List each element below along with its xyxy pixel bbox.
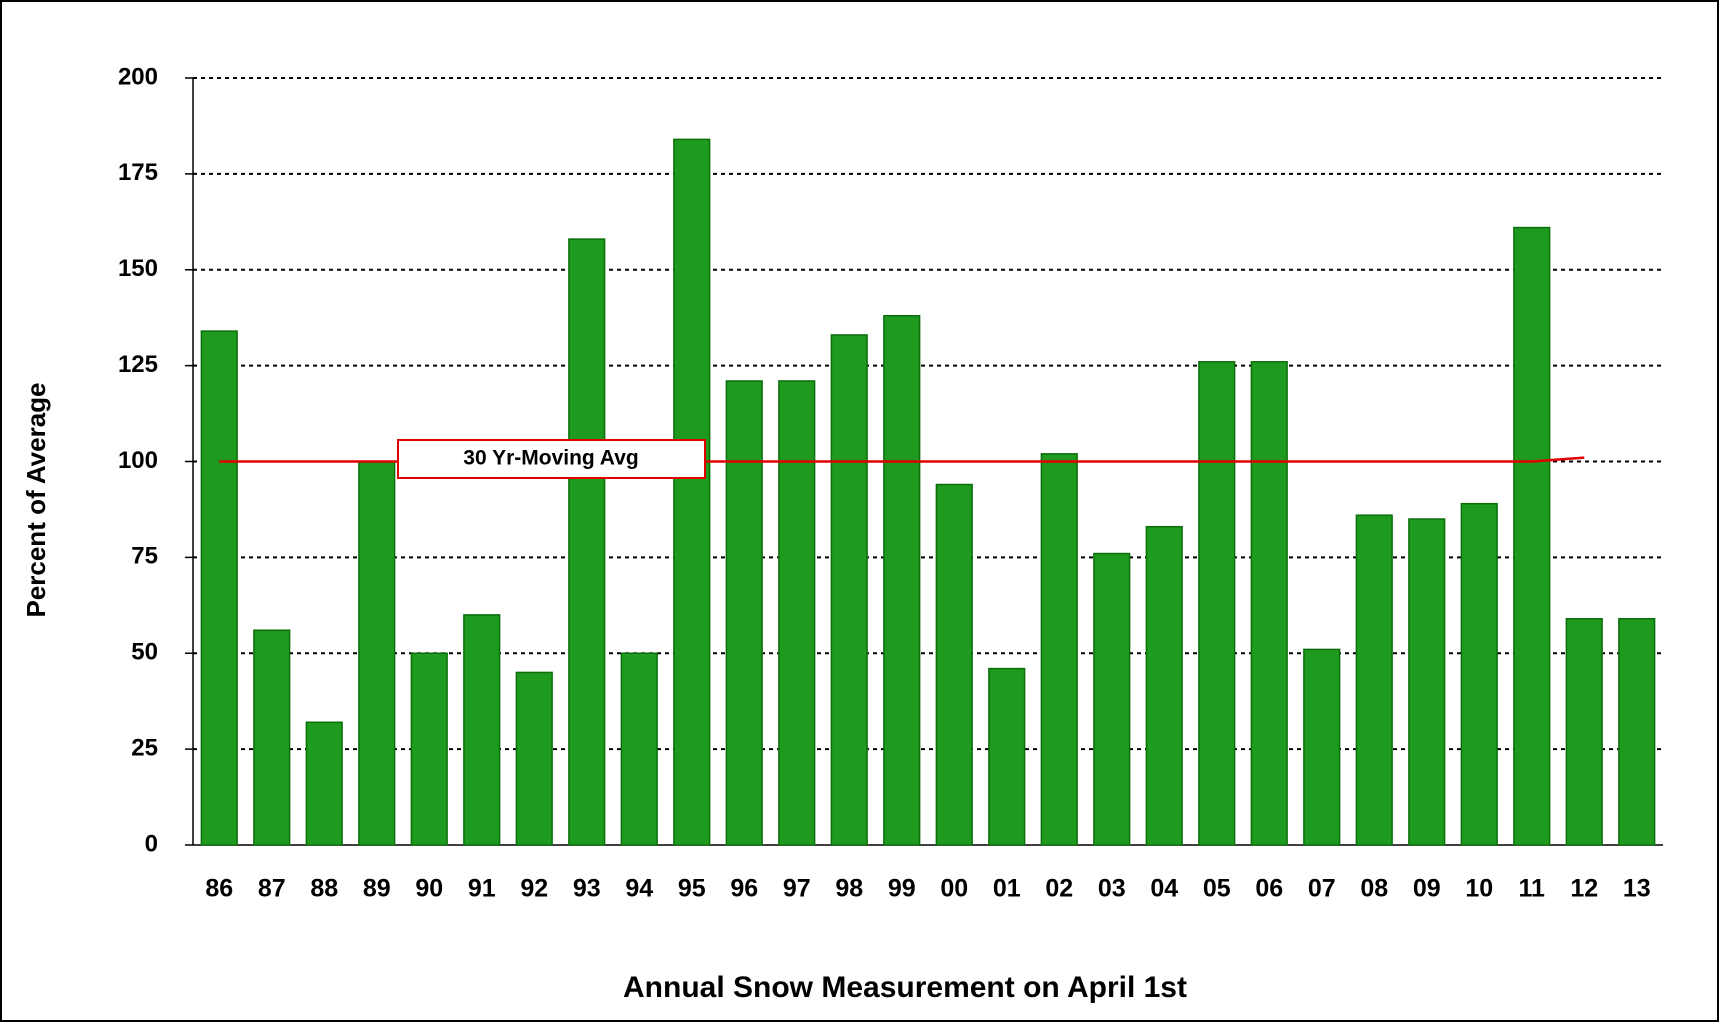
x-tick-label: 89 <box>363 875 391 903</box>
bar <box>1513 226 1551 846</box>
x-tick-label: 07 <box>1308 875 1336 903</box>
line-label: 30 Yr-Moving Avg <box>463 447 638 470</box>
y-axis-label: Percent of Average <box>21 382 51 617</box>
bar <box>1250 361 1288 846</box>
y-tick-label: 75 <box>131 543 158 570</box>
x-tick-label: 05 <box>1203 875 1231 903</box>
bar <box>1408 518 1446 846</box>
x-tick-label: 96 <box>730 875 758 903</box>
x-tick-label: 86 <box>205 875 233 903</box>
x-tick-label: 12 <box>1570 875 1598 903</box>
x-tick-label: 02 <box>1045 875 1073 903</box>
bar <box>1303 648 1341 846</box>
bar <box>1618 617 1656 846</box>
x-tick-label: 97 <box>783 875 811 903</box>
x-tick-label: 94 <box>625 875 653 903</box>
bar <box>1198 361 1236 846</box>
bar <box>358 460 396 846</box>
x-tick-label: 98 <box>835 875 863 903</box>
y-tick-label: 125 <box>118 351 158 378</box>
y-tick-label: 50 <box>131 639 158 666</box>
bar <box>725 380 763 846</box>
x-tick-label: 99 <box>888 875 916 903</box>
bar <box>935 483 973 846</box>
x-axis-label: Annual Snow Measurement on April 1st <box>623 971 1187 1004</box>
x-tick-label: 11 <box>1519 875 1546 903</box>
bar <box>883 315 921 846</box>
x-tick-label: 91 <box>468 875 496 903</box>
x-tick-label: 04 <box>1150 875 1178 903</box>
x-tick-label: 92 <box>520 875 548 903</box>
bar <box>673 138 711 846</box>
bar <box>1040 453 1078 846</box>
bar <box>830 334 868 846</box>
x-tick-label: 93 <box>573 875 601 903</box>
x-tick-label: 95 <box>678 875 706 903</box>
x-tick-label: 00 <box>940 875 968 903</box>
y-tick-label: 200 <box>118 63 158 90</box>
bar <box>568 238 606 846</box>
bar <box>1565 617 1603 846</box>
line-label-box <box>397 439 706 479</box>
bar <box>253 629 291 846</box>
bar <box>463 614 501 846</box>
y-tick-label: 150 <box>118 255 158 282</box>
bar <box>1460 502 1498 846</box>
y-tick-label: 100 <box>118 447 158 474</box>
x-tick-label: 09 <box>1413 875 1441 903</box>
bar <box>988 667 1026 846</box>
bar <box>620 652 658 846</box>
bar <box>200 330 238 846</box>
y-tick-label: 175 <box>118 159 158 186</box>
x-tick-label: 03 <box>1098 875 1126 903</box>
bar <box>515 671 553 846</box>
x-tick-label: 88 <box>310 875 338 903</box>
x-tick-label: 08 <box>1360 875 1388 903</box>
bar <box>1093 552 1131 846</box>
bar <box>305 721 343 846</box>
y-tick-label: 0 <box>145 830 158 857</box>
y-tick-label: 25 <box>131 734 158 761</box>
x-tick-label: 90 <box>415 875 443 903</box>
x-tick-label: 01 <box>993 875 1021 903</box>
bar <box>778 380 816 846</box>
x-tick-label: 10 <box>1465 875 1493 903</box>
x-tick-label: 06 <box>1255 875 1283 903</box>
bar <box>1355 514 1393 846</box>
bar <box>410 652 448 846</box>
bar <box>1145 525 1183 846</box>
x-tick-label: 13 <box>1623 875 1651 903</box>
x-tick-label: 87 <box>258 875 286 903</box>
